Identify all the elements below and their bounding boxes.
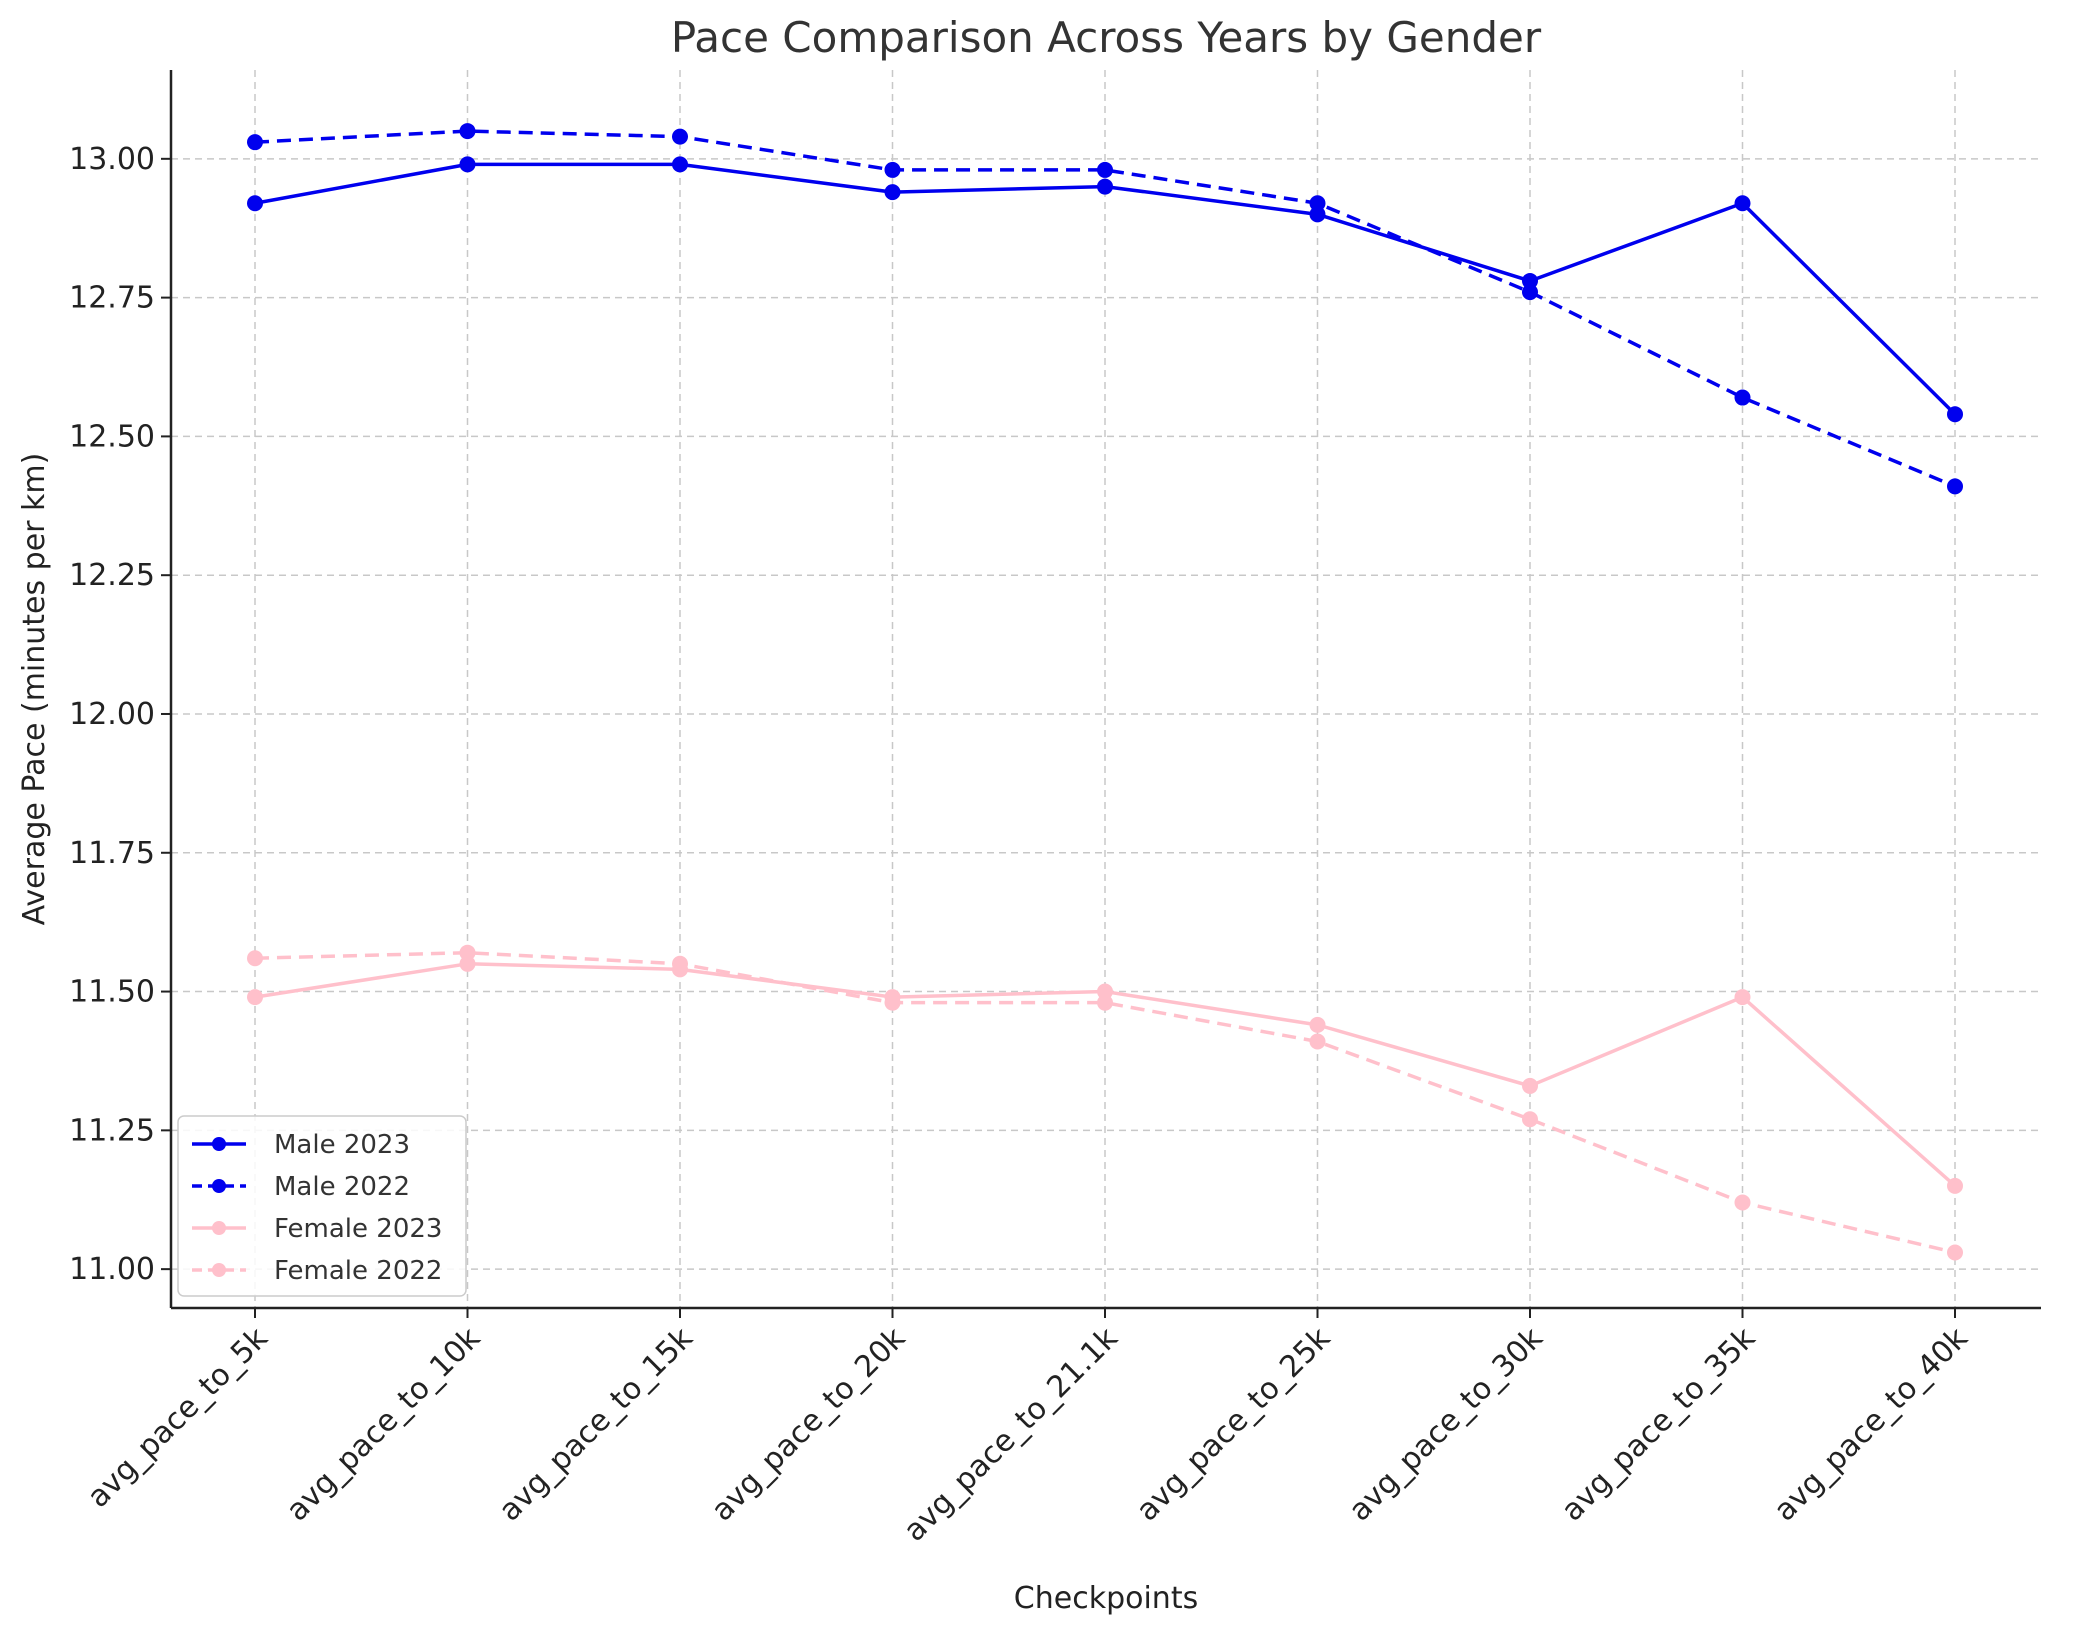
ticks-layer: 11.00 11.25 11.50 11.75 12.00 12.25 12.50 12.75… (69, 142, 1975, 1549)
data-point (247, 195, 263, 212)
x-tick-label: avg_pace_to_20k (705, 1320, 913, 1528)
legend-label: Male 2023 (274, 1130, 410, 1160)
x-tick-label: avg_pace_to_35k (1555, 1320, 1763, 1528)
data-point (459, 156, 476, 173)
data-point (884, 184, 901, 201)
series-female-2022 (247, 944, 1963, 1261)
data-point (884, 161, 901, 178)
legend-label: Male 2022 (274, 1172, 410, 1202)
series-layer (247, 123, 1963, 1261)
x-tick-label: avg_pace_to_15k (492, 1320, 700, 1528)
legend-swatch-marker (212, 1137, 226, 1151)
y-tick-label: 13.00 (69, 142, 155, 177)
data-point (1947, 1244, 1963, 1261)
x-tick-label: avg_pace_to_40k (1767, 1320, 1975, 1528)
data-point (672, 156, 688, 173)
legend-swatch-marker (212, 1179, 226, 1193)
x-axis-label: Checkpoints (1014, 1581, 1198, 1616)
data-point (1522, 272, 1538, 289)
data-point (1309, 206, 1326, 223)
series-line (254, 129, 1956, 488)
legend-box (177, 1115, 467, 1297)
data-point (884, 994, 901, 1011)
data-point (459, 123, 476, 140)
y-tick-label: 12.50 (69, 419, 155, 454)
data-point (1097, 161, 1113, 178)
chart-title: Pace Comparison Across Years by Gender (671, 13, 1542, 62)
series-female-2023 (247, 955, 1963, 1194)
data-point (1522, 284, 1538, 301)
series-male-2023 (247, 156, 1963, 423)
legend-entry: Female 2022 (192, 1256, 442, 1286)
data-point (1734, 389, 1751, 406)
legend-label: Female 2022 (274, 1256, 442, 1286)
x-tick-label: avg_pace_to_25k (1130, 1320, 1338, 1528)
data-point (247, 134, 263, 151)
data-point (1097, 178, 1113, 195)
legend-entry: Female 2023 (192, 1214, 442, 1244)
legend-label: Female 2023 (274, 1214, 442, 1244)
data-point (459, 955, 476, 972)
data-point (459, 944, 476, 961)
data-point (1309, 195, 1326, 212)
y-tick-label: 11.00 (69, 1252, 155, 1287)
y-tick-label: 12.25 (69, 558, 155, 593)
y-tick-label: 11.75 (69, 836, 155, 871)
data-point (1734, 989, 1751, 1006)
legend-swatch-marker (212, 1263, 226, 1277)
x-tick-label: avg_pace_to_30k (1342, 1320, 1550, 1528)
x-tick-label: avg_pace_to_5k (81, 1320, 275, 1514)
data-point (247, 950, 263, 967)
y-axis-label: Average Pace (minutes per km) (17, 453, 52, 926)
legend-entry: Male 2023 (192, 1130, 410, 1160)
y-tick-label: 11.25 (69, 1113, 155, 1148)
data-point (1947, 1177, 1963, 1194)
x-tick-label: avg_pace_to_10k (280, 1320, 488, 1528)
legend-swatch-marker (212, 1221, 226, 1235)
data-point (1947, 406, 1963, 423)
legend-entry: Male 2022 (192, 1172, 410, 1202)
data-point (1947, 478, 1963, 495)
data-point (247, 989, 263, 1006)
data-point (672, 128, 688, 145)
x-tick-label: avg_pace_to_21.1k (897, 1320, 1125, 1548)
y-tick-label: 12.00 (69, 697, 155, 732)
y-tick-label: 12.75 (69, 281, 155, 316)
data-point (1309, 1016, 1326, 1033)
data-point (1097, 994, 1113, 1011)
data-point (1522, 1111, 1538, 1128)
legend: Male 2023 Male 2022 Female 2023 Female 2022 (177, 1115, 467, 1297)
series-male-2022 (247, 123, 1963, 495)
data-point (672, 955, 688, 972)
data-point (1097, 983, 1113, 1000)
data-point (1734, 1194, 1751, 1211)
data-point (1522, 1077, 1538, 1094)
y-tick-label: 11.50 (69, 975, 155, 1010)
data-point (1734, 195, 1751, 212)
data-point (1309, 1033, 1326, 1050)
